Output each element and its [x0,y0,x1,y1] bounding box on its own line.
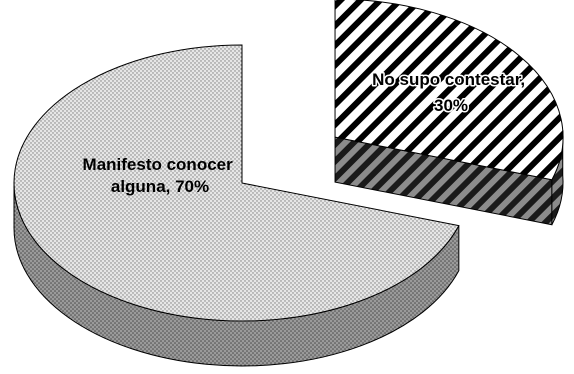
pie-label-0: Manifesto conocer alguna, 70% [83,155,238,196]
pie-label-1-line2: 30% [434,96,468,115]
pie-slice-0-top [13,44,460,322]
pie-slice-0 [13,44,460,367]
pie-label-0-line1: Manifesto conocer [83,155,234,174]
pie-label-1-line1: No supo contestar, [372,70,525,89]
pie-label-1: No supo contestar, 30% [372,70,530,115]
pie-label-0-line2: alguna, 70% [111,177,209,196]
pie-slice-1 [334,0,564,226]
pie-slice-1-top [334,0,564,181]
